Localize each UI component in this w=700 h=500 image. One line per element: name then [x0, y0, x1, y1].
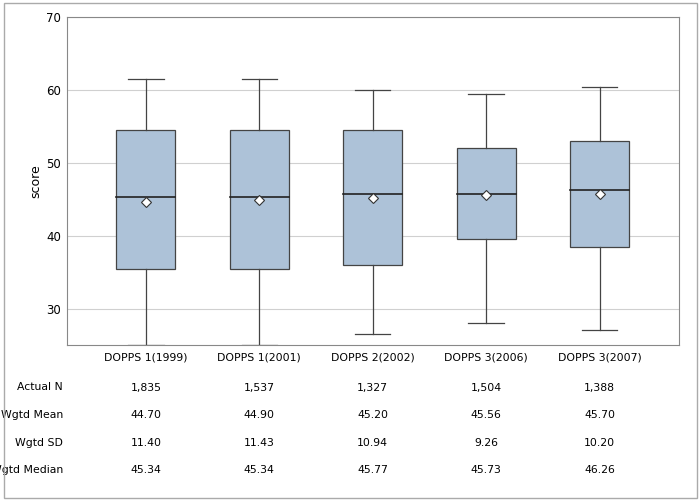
Text: Wgtd Median: Wgtd Median — [0, 465, 63, 475]
Text: 10.20: 10.20 — [584, 438, 615, 448]
Bar — [116, 130, 176, 268]
Text: 45.20: 45.20 — [357, 410, 388, 420]
Bar — [456, 148, 516, 240]
Text: Wgtd SD: Wgtd SD — [15, 438, 63, 448]
Text: DOPPS 3(2006): DOPPS 3(2006) — [444, 352, 528, 362]
Text: 10.94: 10.94 — [357, 438, 388, 448]
Text: 9.26: 9.26 — [474, 438, 498, 448]
Text: 45.70: 45.70 — [584, 410, 615, 420]
Text: DOPPS 1(1999): DOPPS 1(1999) — [104, 352, 188, 362]
Y-axis label: score: score — [29, 164, 42, 198]
Text: 1,388: 1,388 — [584, 382, 615, 392]
Text: 1,327: 1,327 — [357, 382, 388, 392]
Text: 11.43: 11.43 — [244, 438, 275, 448]
Text: DOPPS 2(2002): DOPPS 2(2002) — [331, 352, 414, 362]
Text: 45.34: 45.34 — [244, 465, 275, 475]
Bar — [343, 130, 402, 265]
Text: DOPPS 3(2007): DOPPS 3(2007) — [558, 352, 641, 362]
Text: 11.40: 11.40 — [130, 438, 162, 448]
Text: 1,504: 1,504 — [470, 382, 502, 392]
Text: 46.26: 46.26 — [584, 465, 615, 475]
Text: Actual N: Actual N — [18, 382, 63, 392]
Text: 45.56: 45.56 — [470, 410, 502, 420]
Text: Wgtd Mean: Wgtd Mean — [1, 410, 63, 420]
Text: 45.77: 45.77 — [357, 465, 388, 475]
Text: 45.73: 45.73 — [470, 465, 502, 475]
Text: 44.70: 44.70 — [130, 410, 162, 420]
Bar — [570, 141, 629, 246]
Text: DOPPS 1(2001): DOPPS 1(2001) — [218, 352, 301, 362]
Text: 44.90: 44.90 — [244, 410, 275, 420]
Text: 45.34: 45.34 — [130, 465, 161, 475]
Text: 1,537: 1,537 — [244, 382, 275, 392]
Bar — [230, 130, 289, 268]
Text: 1,835: 1,835 — [130, 382, 162, 392]
